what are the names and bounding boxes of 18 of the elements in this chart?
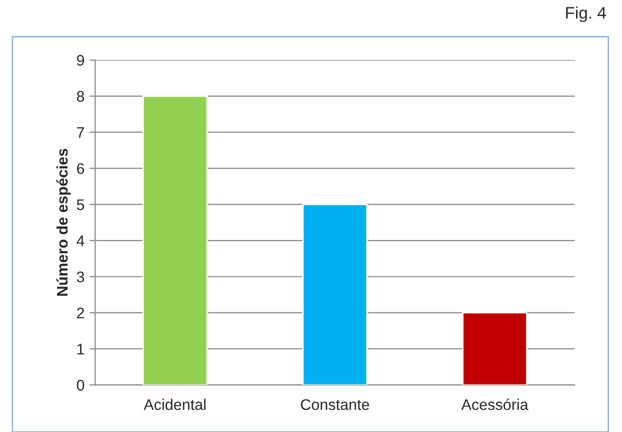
y-tick-label: 3 bbox=[76, 271, 84, 282]
y-tick-label: 5 bbox=[76, 199, 84, 210]
y-tick-label: 2 bbox=[77, 308, 84, 318]
x-tick-label: Acessória bbox=[461, 398, 528, 410]
y-tick-label: 8 bbox=[76, 91, 84, 102]
bar bbox=[462, 312, 528, 385]
x-tick-label: Acidental bbox=[144, 398, 206, 410]
caption: Fig. 4 bbox=[566, 6, 606, 22]
y-axis-title: Número de espécies bbox=[56, 148, 71, 296]
y-tick-label: 4 bbox=[76, 236, 84, 246]
bar bbox=[142, 95, 208, 385]
y-tick-label: 7 bbox=[77, 127, 84, 138]
y-tick-label: 6 bbox=[77, 163, 84, 174]
y-tick-label: 9 bbox=[76, 54, 84, 66]
y-tick-label: 0 bbox=[76, 380, 84, 391]
bar bbox=[302, 204, 368, 385]
x-tick-label: Constante bbox=[300, 399, 370, 410]
y-tick-label: 1 bbox=[77, 344, 84, 354]
